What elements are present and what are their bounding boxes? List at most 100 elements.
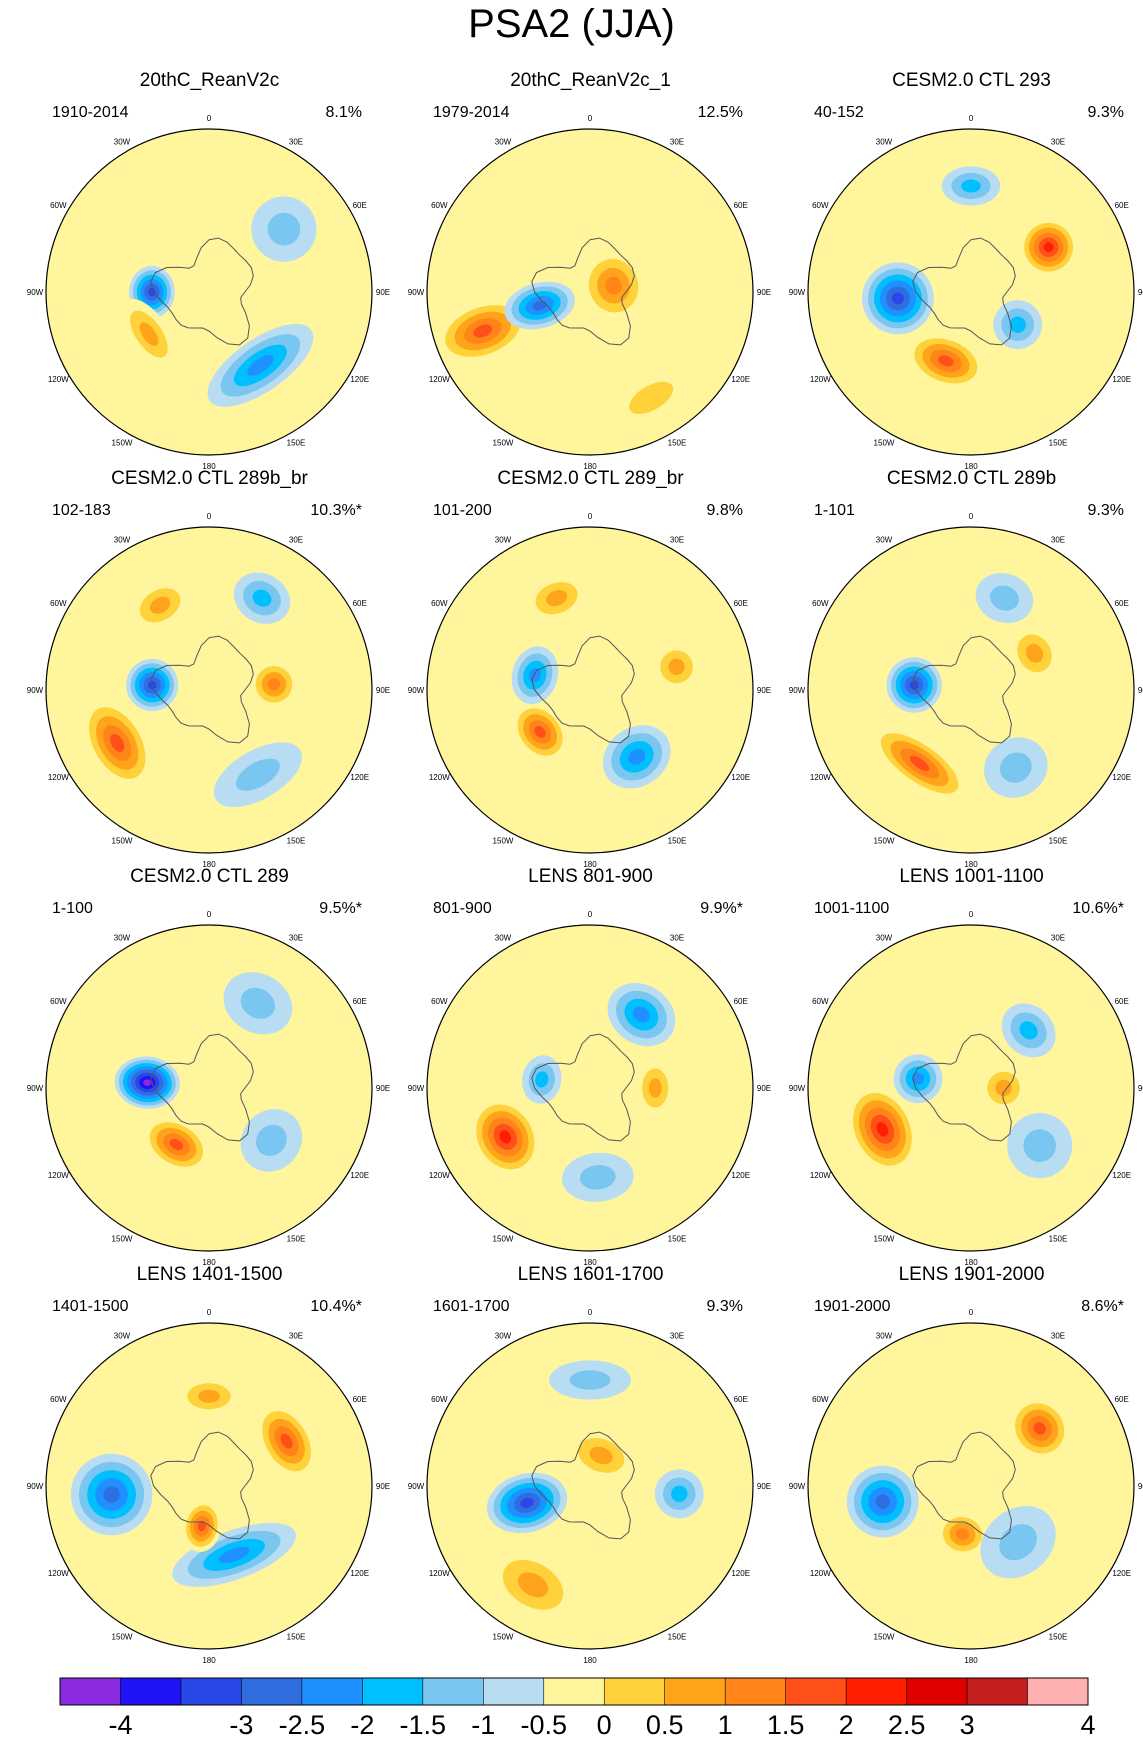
anomaly-center <box>566 1429 636 1482</box>
longitude-label: 90W <box>408 288 425 297</box>
colorbar-swatch <box>664 1678 726 1705</box>
longitude-label: 90W <box>789 288 806 297</box>
longitude-label: 180 <box>202 462 216 471</box>
longitude-label: 60W <box>50 599 67 608</box>
contour-fill <box>589 1446 613 1465</box>
contour-fill <box>235 758 280 791</box>
longitude-label: 90E <box>376 686 390 695</box>
panel-variance: 8.6%* <box>1081 1298 1124 1315</box>
longitude-label: 60E <box>1115 599 1129 608</box>
anomaly-center <box>993 300 1043 350</box>
colorbar-tick-label: -4 <box>108 1710 132 1738</box>
anomaly-center <box>607 982 676 1047</box>
panel-title: 20thC_ReanV2c_1 <box>510 70 671 91</box>
map-panel: 20thC_ReanV2c 1910-2014 8.1% 0 30E 60E 90E 120E… <box>19 70 400 471</box>
longitude-label: 60E <box>734 997 748 1006</box>
anomaly-center <box>524 573 589 623</box>
map-panel: CESM2.0 CTL 289b 1-101 9.3% 0 30E 60E 90E 120E 1… <box>781 468 1143 869</box>
contour-fill <box>267 678 281 691</box>
longitude-label: 60E <box>734 201 748 210</box>
colorbar-tick-label: -1 <box>471 1710 495 1738</box>
contour-fill <box>1019 1021 1038 1040</box>
longitude-label: 0 <box>969 512 974 521</box>
longitude-label: 150E <box>287 837 306 846</box>
contour-fill <box>240 987 276 1019</box>
colorbar-swatch <box>725 1678 787 1705</box>
longitude-label: 90E <box>1138 1482 1143 1491</box>
polar-map: 0 30E 60E 90E 120E 150E 180 150W 120W 90W 60W 30W <box>27 512 390 869</box>
anomaly-center <box>602 725 671 789</box>
contour-fill <box>579 1165 616 1190</box>
panel-period: 801-900 <box>433 900 492 917</box>
anomaly-center <box>893 1054 943 1104</box>
longitude-label: 120W <box>429 773 450 782</box>
longitude-label: 60E <box>1115 201 1129 210</box>
longitude-label: 150W <box>874 1235 895 1244</box>
longitude-label: 30W <box>876 137 893 146</box>
antarctica-coastline <box>531 635 635 744</box>
longitude-label: 150E <box>287 1235 306 1244</box>
map-background <box>427 925 753 1251</box>
anomaly-center <box>549 1360 631 1400</box>
panel-variance: 8.1% <box>325 104 362 121</box>
colorbar-tick-label: 2.5 <box>888 1710 926 1738</box>
polar-map: 0 30E 60E 90E 120E 150E 180 150W 120W 90W 60W 30W <box>789 114 1143 471</box>
longitude-label: 90W <box>27 288 44 297</box>
panel-variance: 12.5% <box>697 104 743 121</box>
anomaly-center <box>1008 1397 1071 1460</box>
longitude-label: 120E <box>731 1171 750 1180</box>
panel-title: LENS 801-900 <box>528 866 653 887</box>
colorbar-tick-label: 2 <box>839 1710 854 1738</box>
panel-period: 1901-2000 <box>814 1298 891 1315</box>
contour-fill <box>252 589 272 607</box>
anomaly-center <box>1001 1003 1056 1058</box>
contour-fill <box>995 1079 1012 1097</box>
longitude-label: 90E <box>757 288 771 297</box>
longitude-label: 120W <box>48 375 69 384</box>
longitude-label: 0 <box>969 1308 974 1317</box>
anomaly-center <box>207 323 314 407</box>
contour-fill <box>110 734 125 752</box>
panel-variance: 9.9%* <box>700 900 743 917</box>
longitude-label: 90W <box>27 1084 44 1093</box>
longitude-label: 30E <box>289 1331 303 1340</box>
longitude-label: 30E <box>1051 137 1065 146</box>
longitude-label: 60E <box>1115 997 1129 1006</box>
longitude-label: 150E <box>287 439 306 448</box>
map-panel: CESM2.0 CTL 293 40-152 9.3% 0 30E 60E 90E 120E 1… <box>781 70 1143 471</box>
longitude-label: 120W <box>810 773 831 782</box>
longitude-label: 60W <box>812 201 829 210</box>
panel-title: LENS 1601-1700 <box>517 1264 664 1285</box>
longitude-label: 180 <box>202 1258 216 1267</box>
longitude-label: 60W <box>812 1395 829 1404</box>
contour-fill <box>668 658 685 676</box>
map-panel: LENS 801-900 801-900 9.9%* 0 30E 60E 90E 120E 15… <box>400 866 781 1267</box>
colorbar-swatch <box>785 1678 847 1705</box>
anomaly-center <box>975 573 1034 624</box>
longitude-label: 120E <box>1112 1171 1131 1180</box>
contour-fill <box>1009 316 1026 333</box>
map-panel: CESM2.0 CTL 289 1-100 9.5%* 0 30E 60E 90E 120E 1… <box>19 866 400 1267</box>
anomaly-center <box>120 298 178 370</box>
contour-fill <box>267 212 301 246</box>
contour-fill <box>876 1122 889 1137</box>
contour-fill <box>143 1079 152 1086</box>
antarctica-coastline <box>531 237 635 346</box>
longitude-label: 120W <box>810 1171 831 1180</box>
contour-fill <box>961 179 981 193</box>
contour-fill <box>891 292 904 305</box>
colorbar-swatch <box>241 1678 303 1705</box>
panel-period: 1910-2014 <box>52 104 129 121</box>
longitude-label: 90W <box>27 686 44 695</box>
longitude-label: 90W <box>27 1482 44 1491</box>
contour-fill <box>1033 1422 1046 1435</box>
longitude-label: 120W <box>810 1569 831 1578</box>
longitude-label: 150W <box>874 439 895 448</box>
contour-fill <box>989 585 1019 611</box>
contour-fill <box>605 276 622 295</box>
contour-fill <box>103 1486 120 1503</box>
longitude-label: 0 <box>207 1308 212 1317</box>
longitude-label: 180 <box>964 1258 978 1267</box>
panel-title: CESM2.0 CTL 289_br <box>497 468 684 489</box>
longitude-label: 0 <box>588 910 593 919</box>
